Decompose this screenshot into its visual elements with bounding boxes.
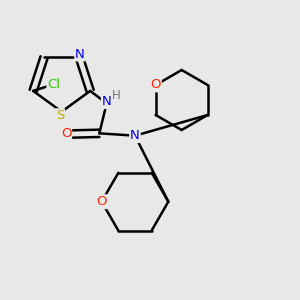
Text: O: O [150, 79, 161, 92]
Text: O: O [61, 128, 71, 140]
Text: N: N [130, 129, 140, 142]
Text: Cl: Cl [47, 78, 60, 91]
Text: O: O [96, 195, 107, 208]
Text: S: S [56, 109, 64, 122]
Text: N: N [75, 48, 85, 61]
Text: H: H [112, 89, 121, 103]
Text: N: N [102, 95, 112, 108]
